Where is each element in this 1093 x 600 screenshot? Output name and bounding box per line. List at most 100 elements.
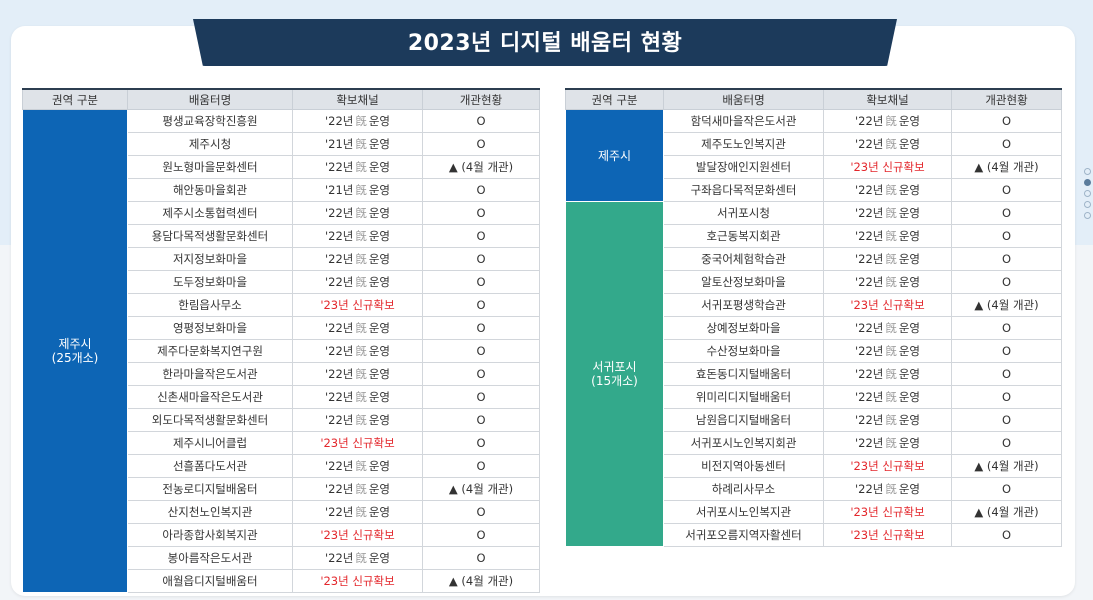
page-dot-active[interactable] — [1084, 179, 1091, 186]
channel-cell: '22년 旣 운영 — [823, 224, 952, 248]
channel-year: '22년 — [324, 367, 354, 381]
venue-name: 한림읍사무소 — [127, 293, 293, 317]
channel-operating: 운영 — [368, 344, 391, 358]
page-dot[interactable] — [1084, 168, 1091, 175]
channel-year: '22년 — [854, 482, 884, 496]
channel-cell: '22년 旣 운영 — [292, 247, 423, 271]
channel-operating: 운영 — [368, 367, 391, 381]
page-dot[interactable] — [1084, 201, 1091, 208]
table-row: 해안동마을회관 '21년 旣 운영 O — [23, 178, 540, 202]
venue-name: 효돈동디지털배움터 — [663, 362, 824, 386]
status-cell: O — [951, 385, 1062, 409]
venue-name: 전농로디지털배움터 — [127, 477, 293, 501]
channel-cell: '22년 旣 운영 — [292, 546, 423, 570]
channel-operating: 운영 — [898, 114, 921, 128]
channel-existing-mark: 旣 — [355, 183, 367, 197]
channel-existing-mark: 旣 — [355, 321, 367, 335]
channel-year: '22년 — [854, 229, 884, 243]
status-cell: O — [422, 408, 540, 432]
region-cell: 제주시 (25개소) — [22, 109, 128, 593]
channel-existing-mark: 旣 — [355, 344, 367, 358]
table-row: 서귀포시 (15개소) 서귀포시청 '22년 旣 운영 O — [565, 201, 1062, 547]
venue-name: 중국어체험학습관 — [663, 247, 824, 271]
status-cell: O — [951, 431, 1062, 455]
page-dot[interactable] — [1084, 212, 1091, 219]
status-cell: ▲ (4월 개관) — [951, 454, 1062, 478]
venue-name: 발달장애인지원센터 — [663, 155, 824, 179]
channel-operating: 운영 — [368, 390, 391, 404]
venue-name: 봉아름작은도서관 — [127, 546, 293, 570]
status-cell: ▲ (4월 개관) — [951, 500, 1062, 524]
table-row: 제주시청 '21년 旣 운영 O — [23, 132, 540, 156]
table-header-row: 권역 구분 배움터명 확보채널 개관현황 — [565, 88, 1062, 110]
channel-existing-mark: 旣 — [885, 183, 897, 197]
venue-name: 제주다문화복지연구원 — [127, 339, 293, 363]
channel-cell: '22년 旣 운영 — [292, 155, 423, 179]
channel-new-label: '23년 신규확보 — [320, 298, 395, 312]
status-cell: O — [422, 431, 540, 455]
table-row: 상예정보화마을 '22년 旣 운영 O — [566, 316, 1062, 340]
venue-name: 서귀포시노인복지회관 — [663, 431, 824, 455]
status-cell: O — [951, 178, 1062, 202]
channel-year: '22년 — [324, 275, 354, 289]
channel-existing-mark: 旣 — [885, 229, 897, 243]
channel-existing-mark: 旣 — [355, 114, 367, 128]
status-cell: O — [422, 201, 540, 225]
channel-existing-mark: 旣 — [355, 367, 367, 381]
channel-cell: '22년 旣 운영 — [823, 385, 952, 409]
table-row: 하례리사무소 '22년 旣 운영 O — [566, 477, 1062, 501]
channel-operating: 운영 — [898, 321, 921, 335]
channel-cell: '22년 旣 운영 — [823, 477, 952, 501]
venue-name: 도두정보화마을 — [127, 270, 293, 294]
header-channel: 확보채널 — [292, 88, 423, 110]
channel-operating: 운영 — [368, 229, 391, 243]
channel-cell: '22년 旣 운영 — [823, 178, 952, 202]
channel-operating: 운영 — [368, 413, 391, 427]
channel-existing-mark: 旣 — [355, 413, 367, 427]
channel-cell: '23년 신규확보 — [823, 293, 952, 317]
channel-year: '22년 — [324, 321, 354, 335]
page-indicator — [1084, 168, 1092, 223]
channel-new-label: '23년 신규확보 — [850, 160, 925, 174]
channel-cell: '23년 신규확보 — [823, 454, 952, 478]
channel-existing-mark: 旣 — [885, 482, 897, 496]
status-cell: O — [422, 109, 540, 133]
channel-new-label: '23년 신규확보 — [850, 459, 925, 473]
channel-cell: '23년 신규확보 — [823, 155, 952, 179]
venue-name: 서귀포오름지역자활센터 — [663, 523, 824, 547]
channel-year: '22년 — [324, 505, 354, 519]
channel-year: '22년 — [324, 413, 354, 427]
table-row: 봉아름작은도서관 '22년 旣 운영 O — [23, 546, 540, 570]
venue-name: 서귀포시노인복지관 — [663, 500, 824, 524]
venue-name: 남원읍디지털배움터 — [663, 408, 824, 432]
channel-cell: '21년 旣 운영 — [292, 178, 423, 202]
channel-existing-mark: 旣 — [355, 252, 367, 266]
status-cell: O — [951, 477, 1062, 501]
channel-year: '22년 — [324, 551, 354, 565]
channel-cell: '22년 旣 운영 — [292, 224, 423, 248]
status-cell: ▲ (4월 개관) — [422, 477, 540, 501]
channel-new-label: '23년 신규확보 — [850, 298, 925, 312]
page-dot[interactable] — [1084, 190, 1091, 197]
channel-cell: '22년 旣 운영 — [823, 109, 952, 133]
channel-cell: '23년 신규확보 — [823, 500, 952, 524]
table-row: 원노형마을문화센터 '22년 旣 운영 ▲ (4월 개관) — [23, 155, 540, 179]
venue-name: 호근동복지회관 — [663, 224, 824, 248]
channel-year: '22년 — [854, 252, 884, 266]
status-cell: O — [422, 224, 540, 248]
status-cell: O — [422, 293, 540, 317]
channel-operating: 운영 — [368, 206, 391, 220]
channel-year: '22년 — [854, 137, 884, 151]
venue-name: 해안동마을회관 — [127, 178, 293, 202]
table-row: 제주다문화복지연구원 '22년 旣 운영 O — [23, 339, 540, 363]
channel-cell: '22년 旣 운영 — [823, 270, 952, 294]
header-name: 배움터명 — [663, 88, 824, 110]
venue-name: 제주도노인복지관 — [663, 132, 824, 156]
table-row: 서귀포시노인복지회관 '22년 旣 운영 O — [566, 431, 1062, 455]
channel-year: '22년 — [854, 390, 884, 404]
channel-cell: '22년 旣 운영 — [823, 339, 952, 363]
venue-name: 평생교육장학진흥원 — [127, 109, 293, 133]
channel-cell: '22년 旣 운영 — [292, 109, 423, 133]
channel-year: '22년 — [854, 367, 884, 381]
channel-existing-mark: 旣 — [885, 137, 897, 151]
